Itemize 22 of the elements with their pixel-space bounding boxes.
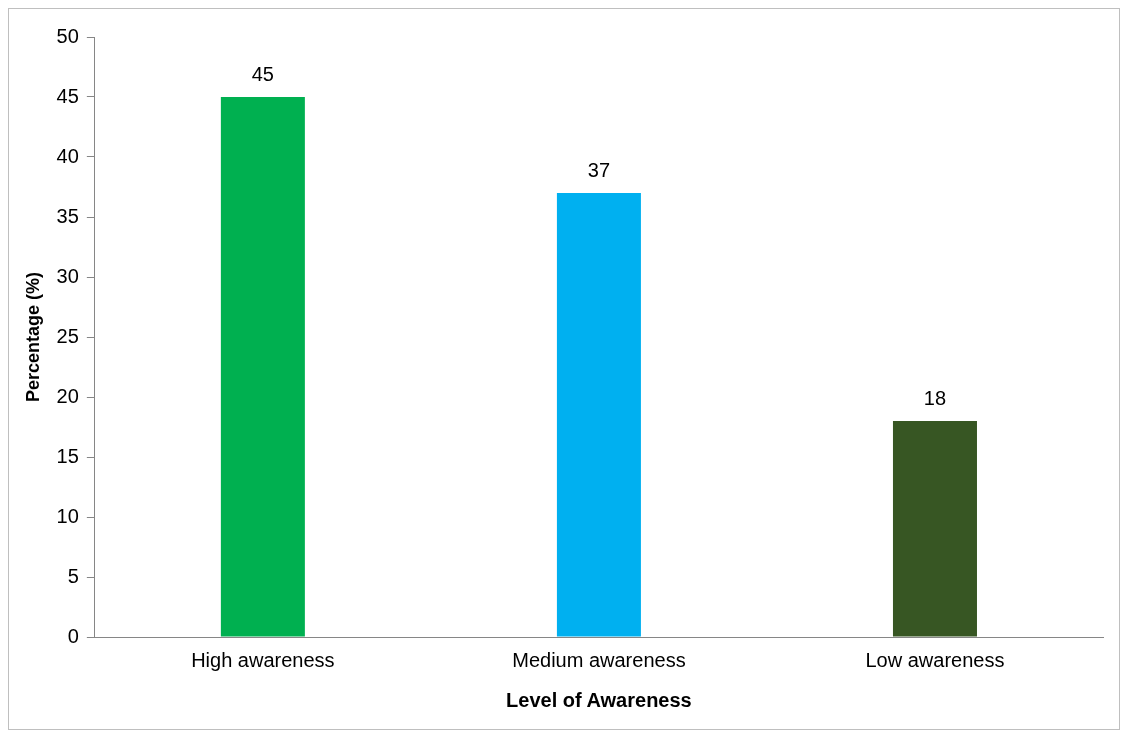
y-tick-label: 5 — [67, 564, 79, 587]
y-tick-label: 40 — [56, 144, 79, 167]
y-tick-label: 35 — [56, 204, 79, 227]
bar — [556, 193, 641, 637]
y-tick-label: 30 — [56, 264, 79, 287]
y-tick-label: 20 — [56, 384, 79, 407]
y-tick-label: 25 — [56, 324, 79, 347]
x-axis-title: Level of Awareness — [506, 688, 692, 711]
bar — [220, 97, 305, 637]
y-tick-label: 0 — [67, 624, 79, 647]
y-tick-label: 45 — [56, 84, 79, 107]
data-label: 18 — [923, 386, 947, 409]
y-axis-title: Percentage (%) — [22, 271, 43, 403]
x-tick-label: Medium awareness — [512, 648, 686, 671]
y-tick-label: 10 — [56, 504, 79, 527]
x-tick-label: Low awareness — [865, 648, 1005, 671]
data-label: 45 — [251, 62, 274, 85]
data-label: 37 — [587, 158, 611, 181]
y-tick-label: 50 — [56, 24, 79, 47]
bar — [892, 421, 977, 637]
x-tick-label: High awareness — [191, 648, 335, 671]
y-tick-label: 15 — [56, 444, 79, 467]
